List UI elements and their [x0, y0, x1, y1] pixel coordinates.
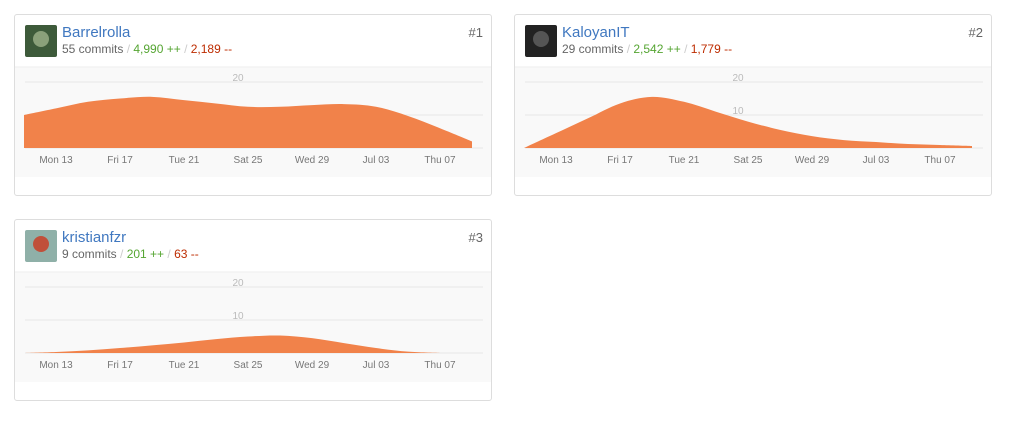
stat: /	[184, 42, 191, 56]
stats: 29 commits / 2,542 ++ / 1,779 --	[562, 42, 732, 56]
stat: /	[684, 42, 691, 56]
stats: 9 commits / 201 ++ / 63 --	[62, 247, 199, 261]
contributor-card: kristianfzr #3 9 commits / 201 ++ / 63 -- …	[14, 219, 492, 401]
x-tick-label: Tue 21	[169, 360, 200, 371]
x-tick-label: Tue 21	[669, 155, 700, 166]
x-tick-label: Jul 03	[363, 155, 390, 166]
contributor-name[interactable]: Barrelrolla	[62, 24, 131, 41]
area	[24, 96, 472, 148]
stat: 2,189 --	[191, 42, 232, 56]
x-tick-label: Wed 29	[295, 155, 330, 166]
avatar-face	[533, 31, 549, 47]
x-tick-label: Jul 03	[863, 155, 890, 166]
avatar-face	[33, 236, 49, 252]
stat: /	[167, 247, 174, 261]
x-tick-label: Fri 17	[107, 155, 133, 166]
contributor-card: Barrelrolla #1 55 commits / 4,990 ++ / 2,1…	[14, 14, 492, 196]
stat: 4,990 ++	[133, 42, 184, 56]
x-tick-label: Thu 07	[424, 155, 456, 166]
y-tick-label: 10	[232, 311, 244, 322]
stat: /	[127, 42, 134, 56]
x-tick-label: Thu 07	[924, 155, 956, 166]
x-tick-label: Mon 13	[539, 155, 573, 166]
rank: #3	[469, 230, 483, 245]
x-tick-label: Sat 25	[734, 155, 763, 166]
y-tick-label: 20	[732, 73, 744, 84]
area	[24, 335, 440, 353]
rank: #2	[969, 25, 983, 40]
y-tick-label: 20	[232, 73, 244, 84]
contributor-name[interactable]: KaloyanIT	[562, 24, 630, 41]
y-tick-label: 10	[732, 106, 744, 117]
x-tick-label: Thu 07	[424, 360, 456, 371]
stat: 2,542 ++	[633, 42, 684, 56]
x-tick-label: Sat 25	[234, 155, 263, 166]
x-tick-label: Wed 29	[295, 360, 330, 371]
x-tick-label: Wed 29	[795, 155, 830, 166]
stat: /	[627, 42, 634, 56]
card-svg: Barrelrolla #1 55 commits / 4,990 ++ / 2,1…	[15, 24, 491, 177]
x-tick-label: Tue 21	[169, 155, 200, 166]
stat: 201 ++	[127, 247, 168, 261]
card-svg: KaloyanIT #2 29 commits / 2,542 ++ / 1,779…	[515, 24, 991, 177]
x-tick-label: Sat 25	[234, 360, 263, 371]
x-tick-label: Fri 17	[107, 360, 133, 371]
contributor-name[interactable]: kristianfzr	[62, 229, 126, 246]
stat: 1,779 --	[691, 42, 732, 56]
stat: 29 commits	[562, 42, 627, 56]
stat: 9 commits	[62, 247, 120, 261]
stats: 55 commits / 4,990 ++ / 2,189 --	[62, 42, 232, 56]
x-tick-label: Mon 13	[39, 360, 73, 371]
x-tick-label: Fri 17	[607, 155, 633, 166]
avatar-face	[33, 31, 49, 47]
x-tick-label: Mon 13	[39, 155, 73, 166]
rank: #1	[469, 25, 483, 40]
x-tick-label: Jul 03	[363, 360, 390, 371]
stat: 55 commits	[62, 42, 127, 56]
y-tick-label: 20	[232, 278, 244, 289]
area	[524, 96, 972, 148]
chart-bg	[15, 272, 491, 382]
stat: /	[120, 247, 127, 261]
stat: 63 --	[174, 247, 199, 261]
card-svg: kristianfzr #39 commits / 201 ++ / 63 -- …	[15, 229, 491, 382]
contributor-card: KaloyanIT #2 29 commits / 2,542 ++ / 1,779…	[514, 14, 992, 196]
